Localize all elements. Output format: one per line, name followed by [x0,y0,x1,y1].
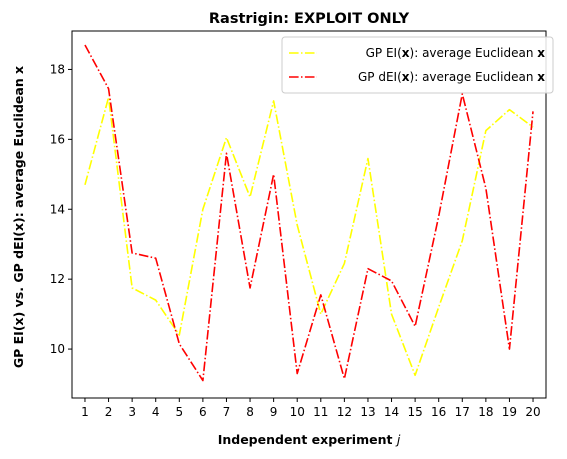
y-tick-label: 18 [50,62,65,76]
x-axis-label-text: Independent experiment [218,432,397,447]
y-axis-label-text: GP EI(x) vs. GP dEI(x): average Euclidea… [11,74,26,368]
x-axis-label-variable: j [395,432,401,447]
legend-label-2: GP dEI(x): average Euclidean x [358,70,545,84]
x-tick-label: 8 [246,405,254,419]
series-line-2 [84,44,534,382]
y-tick-label: 12 [50,272,65,286]
plot-area: 1 2 3 4 5 6 7 8 9 10 11 12 13 14 15 16 17 18 19 20101214161… [50,30,547,419]
axes-frame [71,30,547,399]
x-tick-label: 16 [431,405,446,419]
x-tick-label: 5 [175,405,183,419]
x-tick-label: 7 [223,405,231,419]
y-tick-label: 14 [50,202,65,216]
y-axis-label-variable: x [11,66,26,74]
x-tick-label: 13 [360,405,375,419]
x-tick-label: 11 [313,405,328,419]
x-tick-label: 9 [270,405,278,419]
x-tick-label: 3 [128,405,136,419]
x-tick-label: 17 [455,405,470,419]
legend-label-1: GP EI(x): average Euclidean x [366,46,546,60]
x-tick-label: 20 [525,405,540,419]
legend: GP EI(x): average Euclidean x GP dEI(x): … [281,36,554,94]
y-axis-label: GP EI(x) vs. GP dEI(x): average Euclidea… [11,66,26,368]
y-tick-label: 10 [50,342,65,356]
x-tick-label: 19 [502,405,517,419]
x-tick-label: 1 [81,405,89,419]
x-tick-label: 6 [199,405,207,419]
x-axis-label: Independent experiment j [218,432,401,447]
legend-box [281,36,554,94]
x-tick-label: 10 [290,405,305,419]
x-tick-label: 4 [152,405,160,419]
x-tick-label: 12 [337,405,352,419]
chart-title: Rastrigin: EXPLOIT ONLY [209,11,410,27]
x-tick-label: 15 [407,405,422,419]
y-tick-label: 16 [50,132,65,146]
x-tick-label: 18 [478,405,493,419]
series-line-1 [84,96,534,377]
x-tick-label: 2 [105,405,113,419]
x-tick-label: 14 [384,405,399,419]
